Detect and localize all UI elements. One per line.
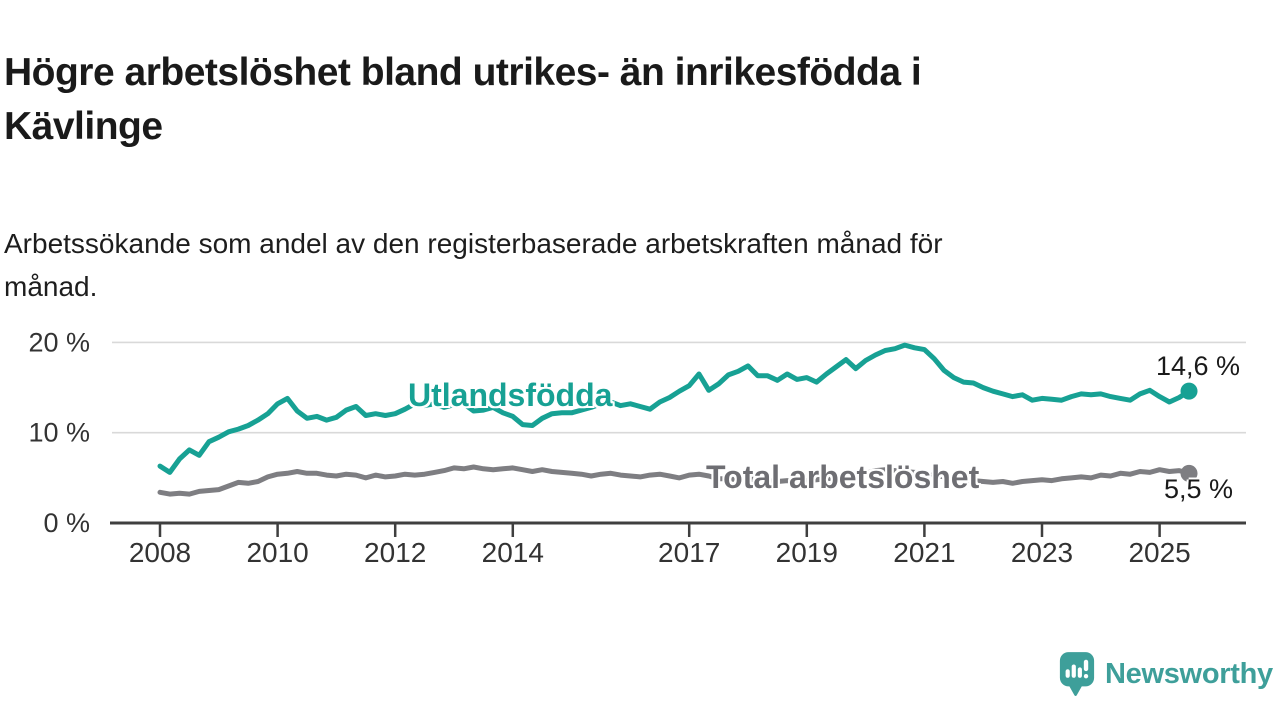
- x-tick-label: 2025: [1128, 537, 1190, 568]
- x-tick-label: 2017: [658, 537, 720, 568]
- end-value-label-total: 5,5 %: [1164, 474, 1234, 504]
- x-tick-label: 2008: [129, 537, 191, 568]
- page-title: Högre arbetslöshet bland utrikes- än inr…: [4, 51, 922, 149]
- end-value-label-utlandsfodda: 14,6 %: [1156, 351, 1241, 381]
- x-tick-label: 2023: [1011, 537, 1073, 568]
- page-subtitle: Arbetssökande som andel av den registerb…: [4, 228, 943, 302]
- y-tick-label: 10 %: [28, 418, 90, 448]
- x-tick-label: 2021: [893, 537, 955, 568]
- brand-wordmark: Newsworthy: [1105, 657, 1273, 690]
- series-line-0: [157, 342, 1192, 475]
- x-tick-label: 2010: [246, 537, 308, 568]
- series-label-utlandsfodda: Utlandsfödda: [408, 377, 613, 413]
- series-end-dot-0: [1180, 382, 1198, 400]
- x-tick-label: 2019: [776, 537, 838, 568]
- x-tick-label: 2012: [364, 537, 426, 568]
- series-end-dot-1: [1180, 464, 1198, 482]
- x-tick-label: 2014: [482, 537, 544, 568]
- series-line-1: [157, 464, 1192, 497]
- y-tick-label: 20 %: [28, 327, 90, 357]
- y-tick-label: 0 %: [43, 508, 90, 538]
- newsworthy-logo-icon: [1059, 652, 1095, 697]
- series-label-total-arbetsloshet: Total arbetslöshet: [706, 459, 980, 495]
- brand-footer: Newsworthy: [1058, 650, 1273, 698]
